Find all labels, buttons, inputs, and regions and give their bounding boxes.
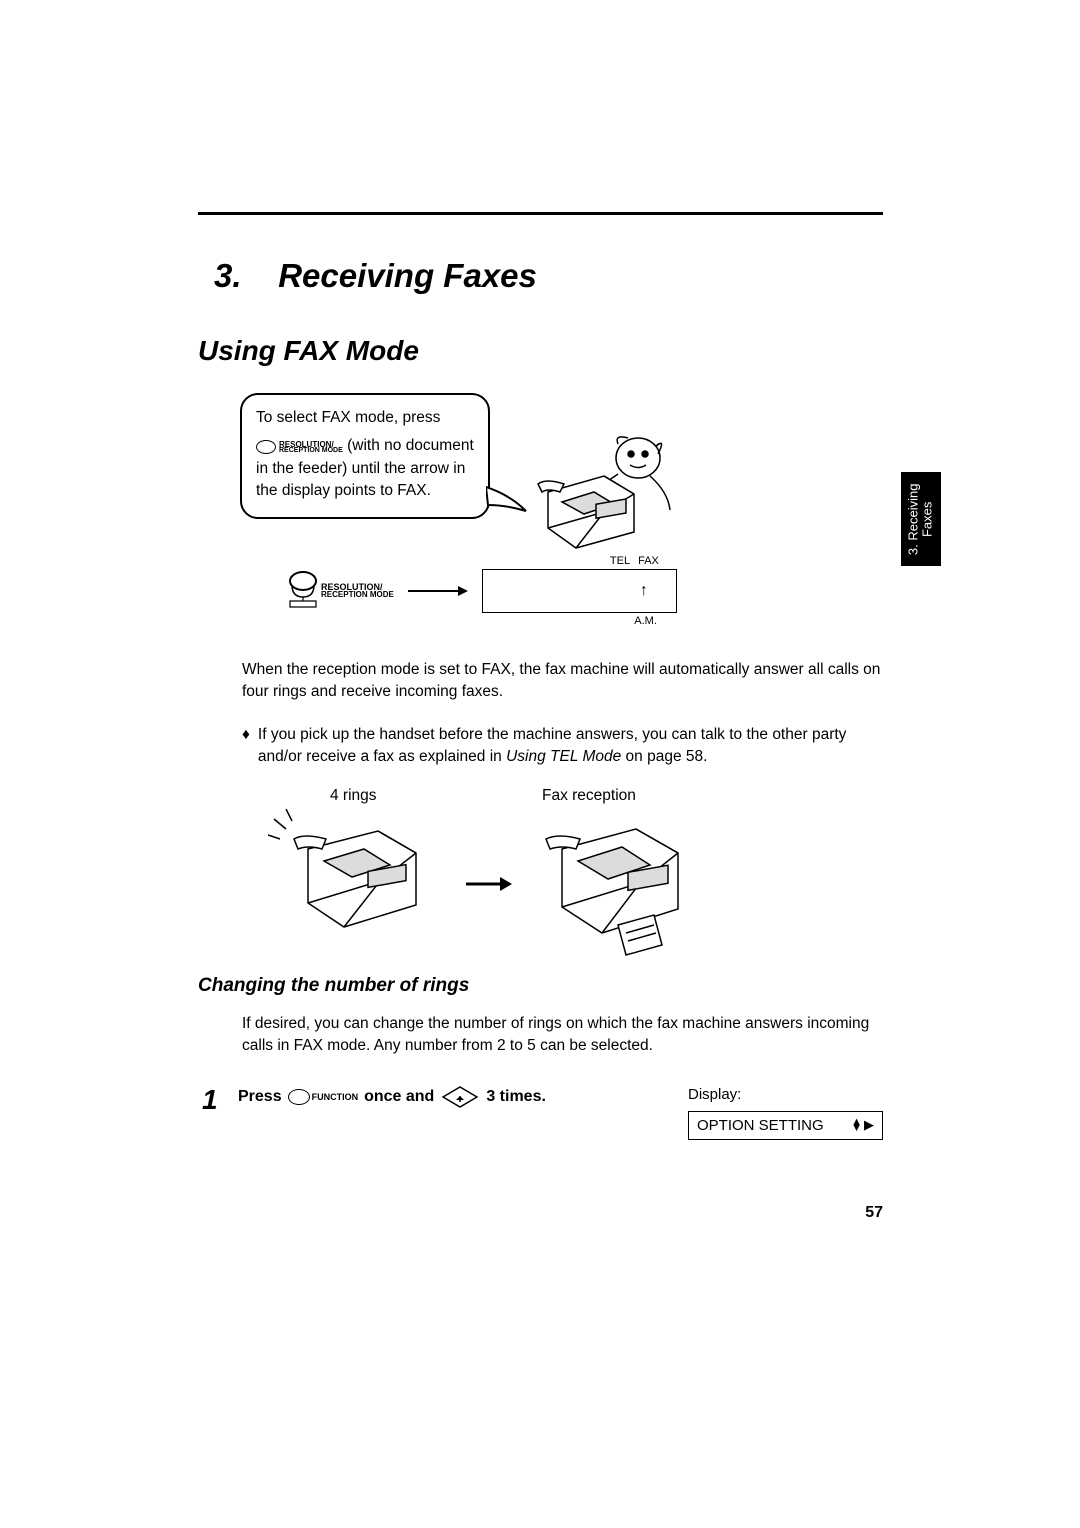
lcd-am: A.M. (634, 615, 657, 627)
page-content: 3. Receiving Faxes Using FAX Mode To sel… (198, 212, 883, 1140)
callout-area: To select FAX mode, press RESOLUTION/ RE… (198, 393, 883, 653)
lcd-arrow-icon: ↑ (640, 582, 648, 600)
callout-box: To select FAX mode, press RESOLUTION/ RE… (240, 393, 490, 519)
callout-line3: in the feeder) until the arrow in (256, 458, 474, 480)
step-number: 1 (202, 1086, 228, 1114)
resolution-key-icon: RESOLUTION/ RECEPTION MODE (256, 440, 343, 454)
flow-label-reception: Fax reception (542, 787, 636, 805)
section-title: Using FAX Mode (198, 335, 883, 367)
side-tab: 3. Receiving Faxes (901, 472, 941, 566)
function-key-icon: FUNCTION (288, 1089, 359, 1105)
chapter-title: 3. Receiving Faxes (214, 257, 883, 295)
bullet-text: If you pick up the handset before the ma… (258, 724, 883, 769)
top-rule (198, 212, 883, 215)
lcd-fax: FAX (638, 555, 659, 567)
button-lcd-diagram: RESOLUTION/ RECEPTION MODE TEL FAX ↑ A.M… (288, 569, 677, 613)
lcd-box: ↑ (482, 569, 677, 613)
nav-arrows-icon: ▲▼ ▶ (851, 1119, 874, 1131)
chapter-title-text: Receiving Faxes (278, 257, 537, 294)
subsection-title: Changing the number of rings (198, 975, 883, 997)
bullet-icon: ♦ (242, 724, 250, 769)
intro-paragraph: When the reception mode is set to FAX, t… (242, 659, 883, 704)
fax-receiving-icon (522, 809, 722, 959)
callout-after-key: (with no document (347, 437, 474, 454)
resolution-key-large: RESOLUTION/ RECEPTION MODE (288, 571, 394, 611)
flow-arrow-icon (466, 875, 512, 893)
down-diamond-key-icon (442, 1086, 478, 1108)
lcd-tel: TEL (610, 555, 630, 567)
rings-paragraph: If desired, you can change the number of… (242, 1013, 883, 1058)
bullet-paragraph: ♦ If you pick up the handset before the … (242, 724, 883, 769)
side-tab-line1: 3. Receiving (906, 483, 921, 555)
page-number: 57 (865, 1204, 883, 1222)
step-instruction: Press FUNCTION once and 3 times. (238, 1086, 546, 1108)
side-tab-line2: Faxes (920, 501, 935, 536)
key-base-icon (288, 571, 318, 611)
fax-ringing-icon (268, 809, 448, 949)
display-label: Display: (688, 1086, 883, 1103)
flow-label-rings: 4 rings (330, 787, 377, 805)
chapter-number: 3. (214, 257, 242, 294)
display-text: OPTION SETTING (697, 1117, 824, 1134)
flow-diagram: 4 rings Fax reception (242, 787, 883, 957)
character-fax-icon (518, 428, 688, 558)
step-display: Display: OPTION SETTING ▲▼ ▶ (688, 1086, 883, 1140)
callout-line4: the display points to FAX. (256, 480, 474, 502)
lcd-top-labels: TEL FAX (482, 555, 677, 567)
display-box: OPTION SETTING ▲▼ ▶ (688, 1111, 883, 1140)
callout-line2: RESOLUTION/ RECEPTION MODE (with no docu… (256, 435, 474, 457)
callout-line1: To select FAX mode, press (256, 407, 474, 429)
arrow-right-icon (408, 584, 468, 598)
step-1: 1 Press FUNCTION once and 3 times. Displ… (202, 1086, 883, 1140)
